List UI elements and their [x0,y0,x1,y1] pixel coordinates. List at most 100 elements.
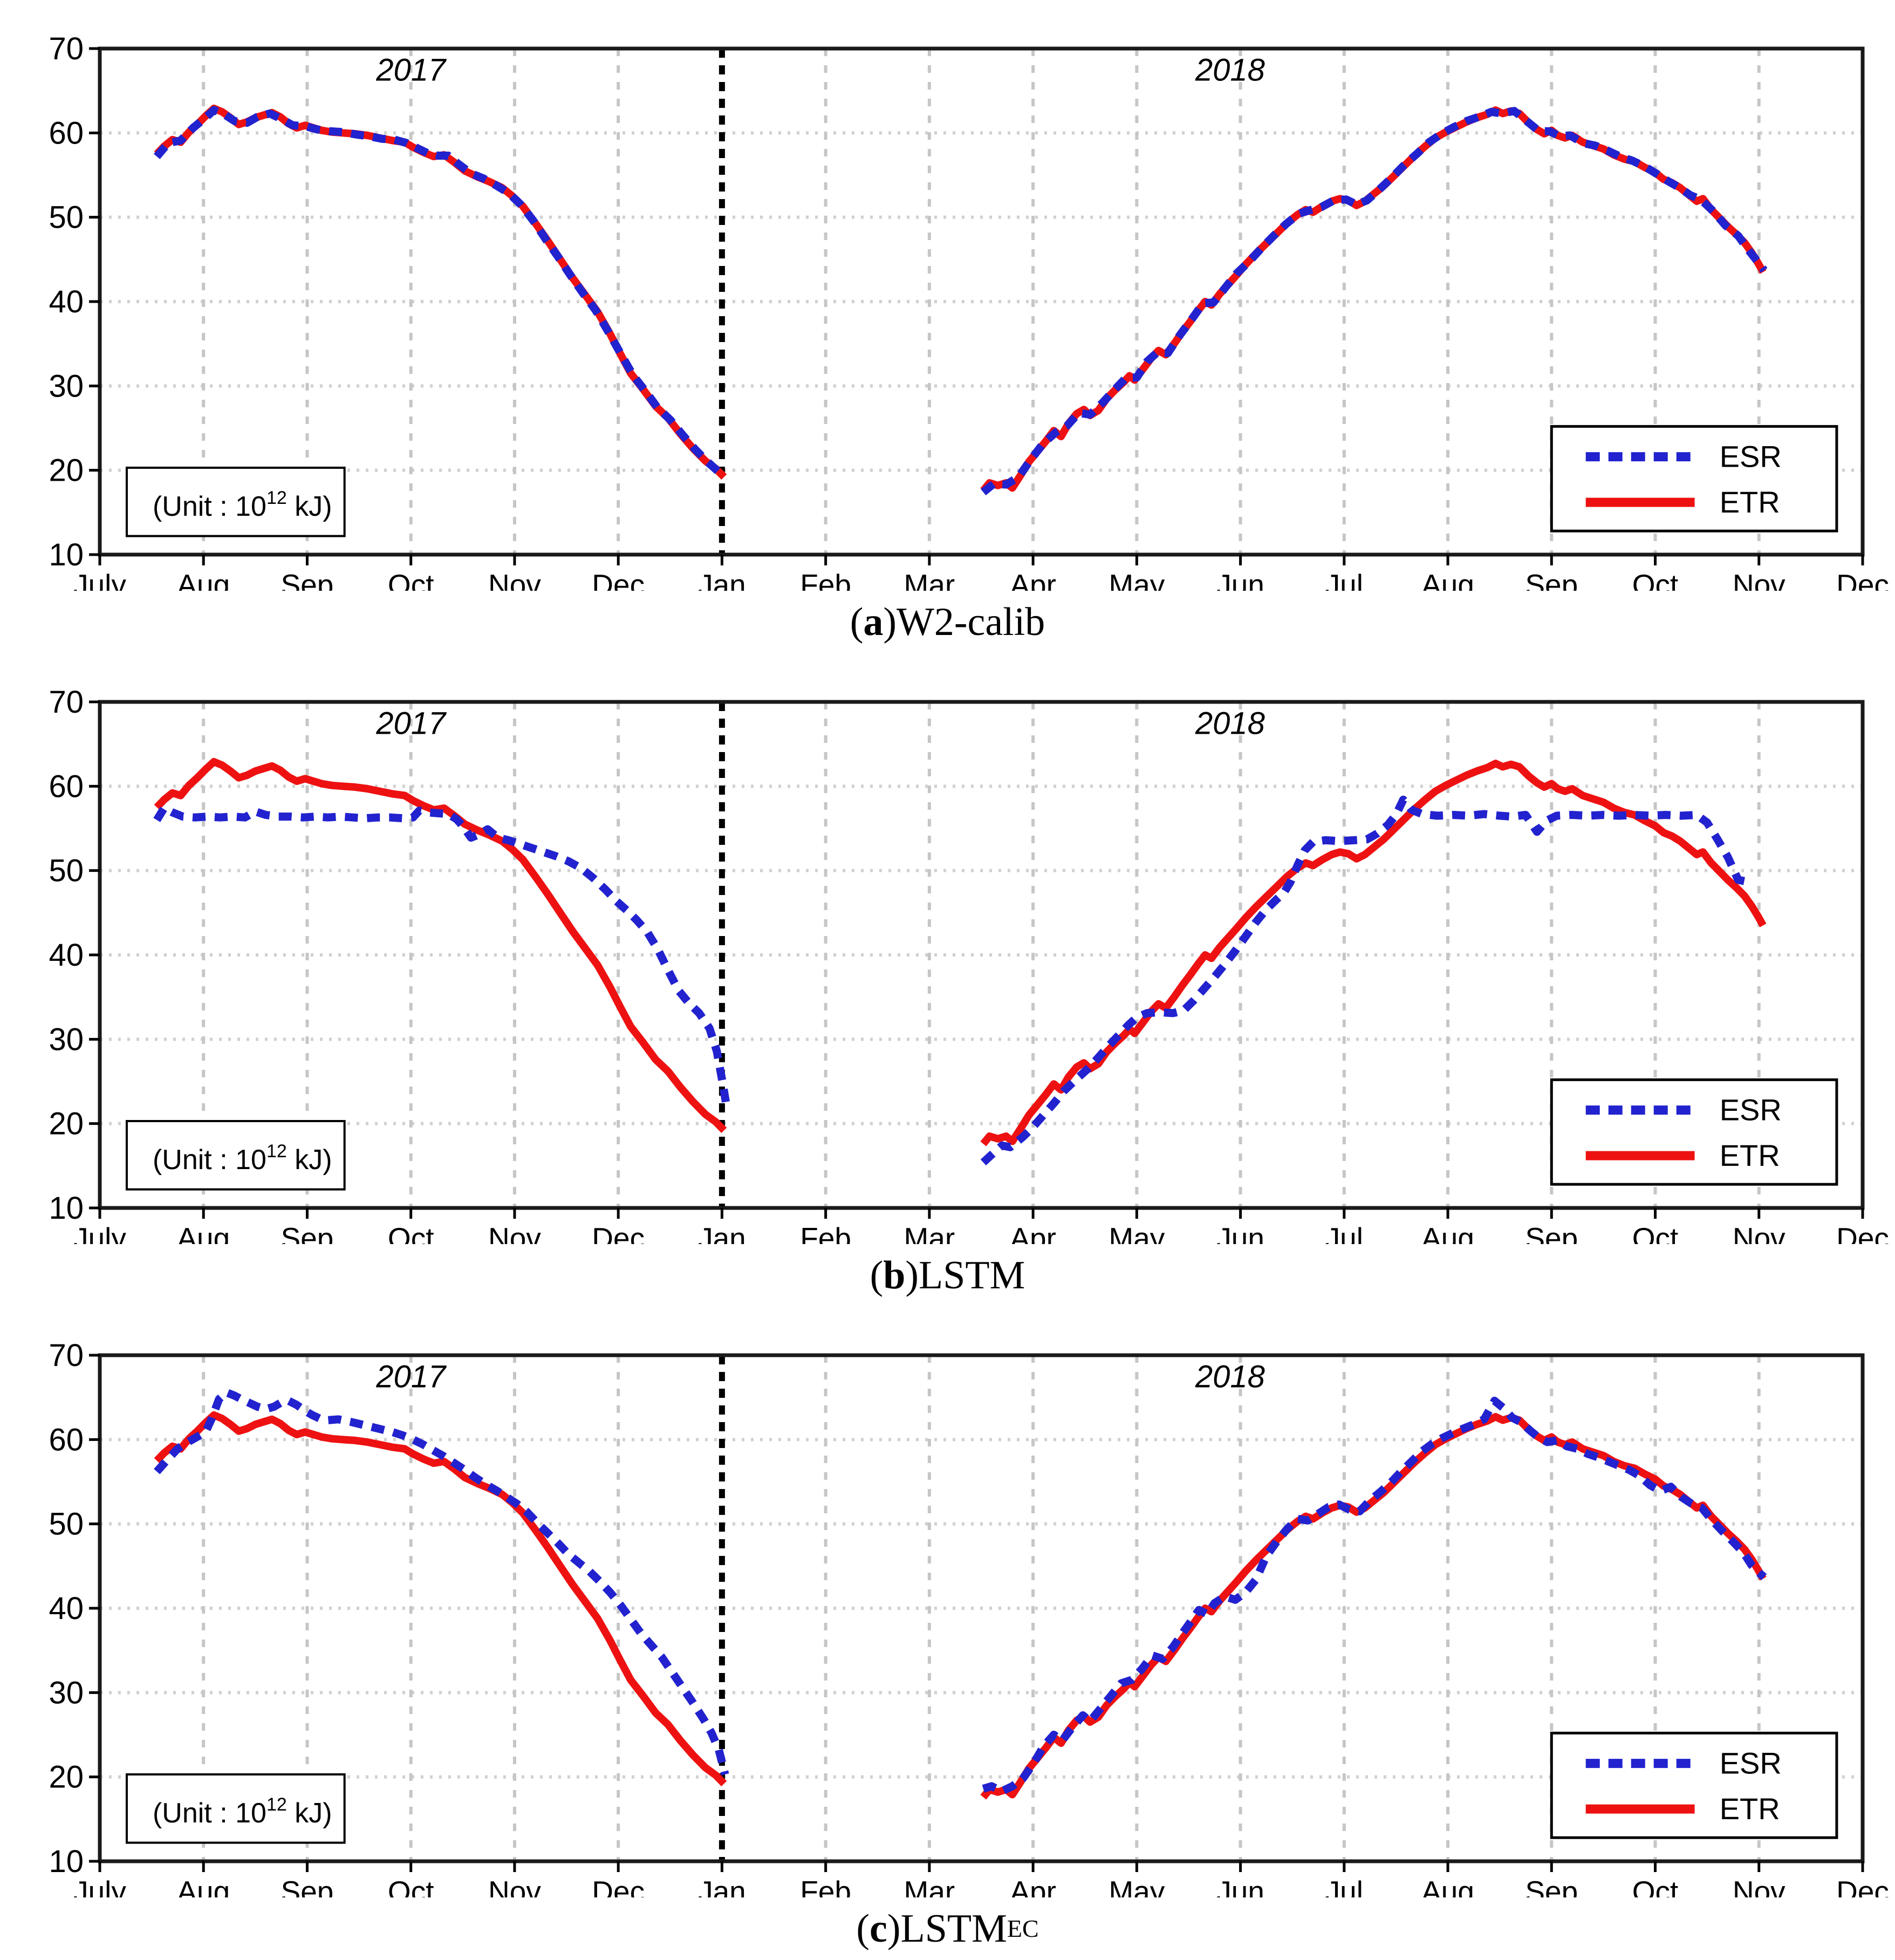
legend-label-etr: ETR [1720,485,1780,519]
esr-line-2017 [153,106,727,479]
x-tick-label: Nov [1733,568,1785,591]
y-tick-label: 10 [49,537,84,572]
unit-label-box [125,1119,346,1191]
legend-label-esr: ESR [1720,440,1782,474]
esr-line-2018 [981,107,1768,496]
y-tick-label: 30 [49,1675,84,1710]
x-tick-label: Aug [1421,1221,1474,1244]
caption-text: LSTM [900,1906,1007,1951]
etr-line-2018 [980,106,1767,493]
chart-a-canvas: 2017 2018 (Unit : 1012 kJ) ESR ETR 70 60 50 40 30… [0,0,1895,591]
x-tick-label: Sep [1525,568,1578,591]
x-tick-label: Jun [1216,1221,1264,1244]
x-tick-label: Jun [1216,568,1264,591]
x-tick-label: Sep [281,1221,334,1244]
axis-ticks [89,700,1864,1219]
x-tick-label: July [73,1221,126,1244]
y-tick-label: 50 [49,853,84,889]
x-tick-label: Jul [1325,1875,1363,1897]
x-tick-label: May [1109,1875,1165,1897]
year-label-2018: 2018 [1195,706,1265,741]
caption-paren-close: ) [883,599,897,644]
year-label-2017: 2017 [375,706,447,741]
panel-b: 2017 2018 (Unit : 1012 kJ) ESR ETR 70 60 50 40 30… [0,653,1895,1307]
y-tick-label: 30 [49,1022,84,1057]
x-tick-label: Mar [904,1875,955,1897]
y-tick-label: 30 [49,368,84,404]
year-label-2017: 2017 [375,52,447,87]
esr-line-2018 [982,1396,1767,1795]
y-tick-label: 60 [49,1422,84,1457]
axis-ticks [89,47,1864,565]
caption-text: LSTM [919,1253,1025,1297]
year-label-2017: 2017 [375,1359,447,1394]
x-tick-label: Nov [1733,1875,1785,1897]
y-tick-label: 20 [49,1760,84,1795]
x-tick-label: Oct [1632,1875,1679,1897]
legend-label-esr: ESR [1720,1093,1782,1127]
legend: ESR ETR [1550,1078,1838,1186]
y-tick-label: 70 [49,31,84,66]
x-tick-label: Jan [698,1875,746,1897]
x-tick-label: Sep [281,1875,334,1897]
caption-paren-open: ( [856,1906,870,1951]
y-tick-label: 20 [49,453,84,488]
etr-line-2017 [154,758,727,1133]
year-label-2018: 2018 [1195,1359,1265,1394]
unit-label-text: (Unit : 1012 kJ) [153,488,332,522]
unit-label-box [125,466,346,537]
axis-ticks [89,1354,1864,1872]
esr-series [153,106,1768,496]
legend: ESR ETR [1550,425,1838,532]
y-tick-label: 20 [49,1107,84,1142]
x-tick-label: Nov [488,568,541,591]
unit-label-text: (Unit : 1012 kJ) [153,1794,332,1829]
x-tick-label: Jun [1216,1875,1264,1897]
x-tick-label: Feb [800,1875,851,1897]
esr-series [154,1388,1767,1795]
caption-b: (b) LSTM [0,1244,1895,1307]
legend-label-etr: ETR [1720,1792,1780,1826]
unit-label: (Unit : 1012 kJ) [125,1773,346,1844]
y-tick-label: 60 [49,769,84,804]
x-tick-label: Apr [1010,1875,1056,1897]
esr-line-2017 [154,1388,729,1775]
x-tick-label: Oct [1632,1221,1679,1244]
caption-letter: b [883,1253,906,1297]
x-tick-label: Nov [488,1875,541,1897]
x-tick-label: Dec [1836,1875,1889,1897]
x-tick-label: Dec [1836,568,1889,591]
unit-label: (Unit : 1012 kJ) [125,466,346,537]
y-tick-label: 50 [49,1507,84,1542]
caption-paren-close: ) [905,1253,919,1297]
x-tick-label: Sep [281,568,334,591]
x-tick-label: May [1109,568,1165,591]
x-tick-label: Jul [1325,1221,1363,1244]
caption-c: (c) LSTM EC [856,1906,1039,1951]
x-tick-label: Dec [592,1875,645,1897]
unit-label-text: (Unit : 1012 kJ) [153,1141,332,1176]
x-tick-label: Nov [1733,1221,1785,1244]
x-tick-label: Oct [388,1221,434,1244]
x-tick-label: Feb [800,1221,851,1244]
etr-line-2017 [154,1411,727,1787]
y-tick-label: 10 [49,1844,84,1879]
unit-label-box [125,1773,346,1844]
x-tick-label: Mar [904,568,955,591]
x-tick-label: Jan [698,568,746,591]
x-tick-label: Apr [1010,1221,1056,1244]
x-tick-label: July [73,568,126,591]
chart-c-canvas: 2017 2018 (Unit : 1012 kJ) ESR ETR 70 60 50 40 30… [0,1307,1895,1897]
y-tick-label: 60 [49,115,84,151]
panel-a: 2017 2018 (Unit : 1012 kJ) ESR ETR 70 60 50 40 30… [0,0,1895,653]
esr-series [153,795,1752,1166]
caption-paren-open: ( [850,599,864,644]
panel-c: 2017 2018 (Unit : 1012 kJ) ESR ETR 70 60 50 40 30… [0,1307,1895,1960]
x-tick-label: Dec [1836,1221,1889,1244]
legend-label-etr: ETR [1720,1138,1780,1172]
x-tick-label: Oct [388,568,434,591]
esr-line-2018 [980,795,1752,1166]
y-tick-label: 10 [49,1191,84,1226]
x-tick-label: Aug [1421,1875,1474,1897]
